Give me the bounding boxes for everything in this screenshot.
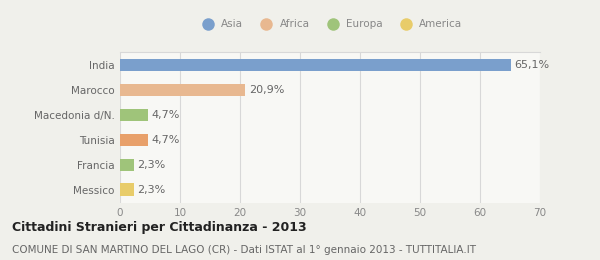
- Bar: [120, 134, 148, 146]
- Bar: [120, 184, 134, 196]
- Text: 4,7%: 4,7%: [152, 135, 180, 145]
- Text: COMUNE DI SAN MARTINO DEL LAGO (CR) - Dati ISTAT al 1° gennaio 2013 - TUTTITALIA: COMUNE DI SAN MARTINO DEL LAGO (CR) - Da…: [12, 245, 476, 255]
- Bar: [120, 159, 134, 171]
- Legend: Asia, Africa, Europa, America: Asia, Africa, Europa, America: [193, 15, 467, 33]
- Text: 2,3%: 2,3%: [137, 160, 166, 170]
- Text: 2,3%: 2,3%: [137, 185, 166, 195]
- Text: Cittadini Stranieri per Cittadinanza - 2013: Cittadini Stranieri per Cittadinanza - 2…: [12, 221, 307, 234]
- Bar: [120, 84, 245, 96]
- Bar: [120, 59, 511, 71]
- Text: 4,7%: 4,7%: [152, 110, 180, 120]
- Text: 20,9%: 20,9%: [249, 85, 284, 95]
- Bar: [120, 109, 148, 121]
- Text: 65,1%: 65,1%: [514, 60, 550, 70]
